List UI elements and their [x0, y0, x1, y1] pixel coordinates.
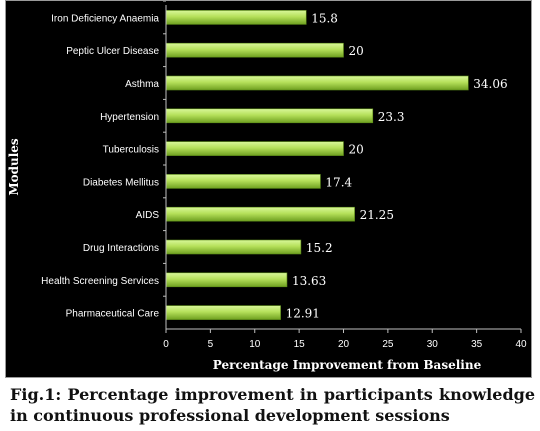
bar	[165, 206, 355, 222]
bar	[165, 239, 302, 255]
category-label: AIDS	[136, 210, 160, 221]
category-label: Tuberculosis	[103, 145, 159, 156]
x-tick-label: 30	[427, 339, 439, 350]
x-tick-label: 15	[294, 339, 306, 350]
data-label: 12.91	[286, 307, 320, 321]
x-tick-label: 25	[382, 339, 394, 350]
data-label: 20	[349, 44, 364, 58]
category-label: Peptic Ulcer Disease	[66, 46, 159, 57]
x-tick-label: 20	[338, 339, 350, 350]
data-label: 34.06	[473, 77, 507, 91]
data-label: 20	[349, 143, 364, 157]
category-label: Hypertension	[100, 112, 159, 123]
bar	[165, 75, 469, 91]
bar	[165, 108, 374, 124]
x-tick-label: 35	[471, 339, 483, 350]
x-tick-label: 0	[163, 339, 169, 350]
x-tick-label: 5	[208, 339, 214, 350]
bar	[165, 42, 344, 58]
category-label: Diabetes Mellitus	[83, 177, 159, 188]
bar	[165, 174, 321, 189]
bar	[165, 272, 288, 288]
bar	[165, 141, 344, 156]
category-label: Drug Interactions	[83, 243, 159, 254]
bar	[165, 305, 281, 320]
data-label: 23.3	[378, 110, 405, 124]
category-label: Iron Deficiency Anaemia	[51, 13, 159, 24]
x-tick-label: 40	[515, 339, 527, 350]
data-label: 15.2	[306, 241, 333, 255]
data-label: 15.8	[311, 11, 338, 25]
x-axis-title: Percentage Improvement from Baseline	[213, 358, 482, 372]
category-label: Health Screening Services	[41, 276, 159, 287]
figure-caption: Fig.1: Percentage improvement in partici…	[10, 385, 535, 425]
y-axis-title: Modules	[7, 138, 21, 196]
data-label: 13.63	[292, 274, 326, 288]
category-label: Pharmaceutical Care	[66, 309, 160, 320]
data-label: 17.4	[325, 175, 352, 189]
category-label: Asthma	[125, 79, 159, 90]
data-label: 21.25	[360, 208, 394, 222]
bar-chart: 15.8 20 34.06 23.3 20 17.4 21.25 15.2 13.63 12.91…	[7, 1, 527, 372]
x-tick-label: 10	[249, 339, 261, 350]
bar	[165, 10, 307, 25]
chart-panel: 15.8 20 34.06 23.3 20 17.4 21.25 15.2 13.63 12.91…	[5, 0, 532, 378]
